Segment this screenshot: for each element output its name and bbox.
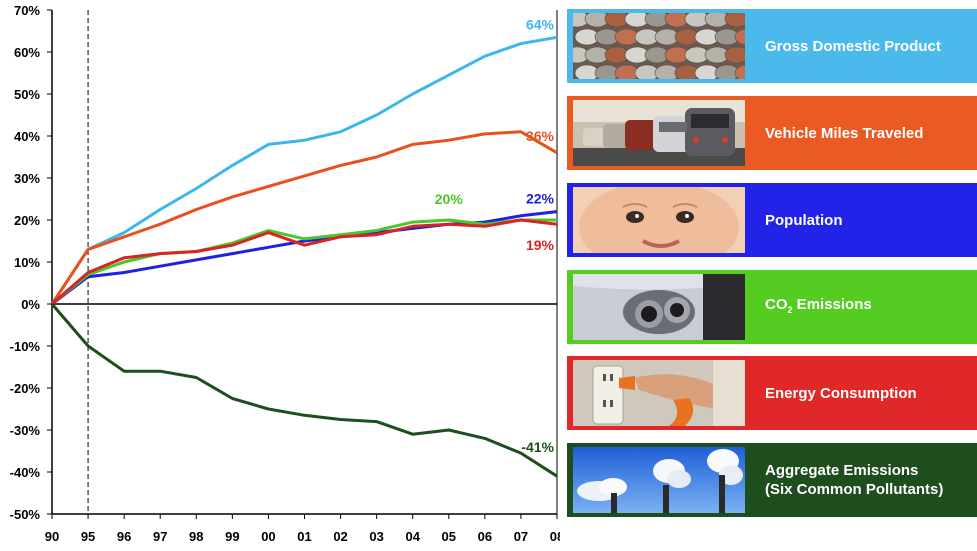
y-tick-label: -20% <box>10 381 41 396</box>
axes: 70% 60% 50% 40% 30% 20% 10% 0% -10% -20% -30% -40% -… <box>10 3 560 544</box>
x-tick-label: 96 <box>117 529 131 544</box>
series-line <box>51 218 557 306</box>
x-tick-label: 98 <box>189 529 203 544</box>
smokestacks-photo <box>573 447 745 513</box>
x-tick-label: 03 <box>369 529 383 544</box>
x-tick-label: 05 <box>442 529 456 544</box>
end-label: -41% <box>521 439 554 455</box>
legend-label-vmt: Vehicle Miles Traveled <box>765 124 924 142</box>
end-labels: 64% 36% 22% 20% 19% -41% <box>435 16 555 455</box>
x-tick-label: 90 <box>45 529 59 544</box>
legend-label-co2: CO2 Emissions <box>765 295 872 315</box>
y-tick-label: 20% <box>14 213 40 228</box>
y-tick-label: -40% <box>10 465 41 480</box>
legend-co2: CO2 Emissions <box>567 270 977 344</box>
exhaust-photo <box>573 274 745 340</box>
legend-energy: Energy Consumption <box>567 356 977 430</box>
legend-label-aggregate: Aggregate Emissions (Six Common Pollutant… <box>765 462 944 498</box>
emissions-chart: 70% 60% 50% 40% 30% 20% 10% 0% -10% -20% -30% -40% -… <box>10 3 560 544</box>
x-tick-label: 08 <box>550 529 560 544</box>
baby-photo <box>573 187 745 253</box>
legend-gdp: Gross Domestic Product <box>567 9 977 83</box>
x-tick-label: 02 <box>333 529 347 544</box>
y-tick-label: 0% <box>21 297 40 312</box>
y-tick-label: 40% <box>14 129 40 144</box>
y-tick-label: -30% <box>10 423 41 438</box>
legend-vmt: Vehicle Miles Traveled <box>567 96 977 170</box>
series-line <box>50 303 558 478</box>
y-tick-label: 50% <box>14 87 40 102</box>
legend-label-energy: Energy Consumption <box>765 384 917 402</box>
x-tick-label: 00 <box>261 529 275 544</box>
x-tick-label: 97 <box>153 529 167 544</box>
legend-population: Population <box>567 183 977 257</box>
end-label: 22% <box>526 191 555 207</box>
end-label: 20% <box>435 191 464 207</box>
legend-aggregate: Aggregate Emissions (Six Common Pollutant… <box>567 443 977 517</box>
x-tick-label: 06 <box>478 529 492 544</box>
x-tick-label: 95 <box>81 529 95 544</box>
y-tick-label: -50% <box>10 507 41 522</box>
y-tick-label: 70% <box>14 3 40 18</box>
end-label: 19% <box>526 237 555 253</box>
y-tick-label: 30% <box>14 171 40 186</box>
series-lines <box>50 35 558 478</box>
x-tick-label: 99 <box>225 529 239 544</box>
legend-label-population: Population <box>765 211 843 229</box>
series-line <box>51 218 558 306</box>
y-tick-label: -10% <box>10 339 41 354</box>
traffic-photo <box>573 100 745 166</box>
x-tick-label: 04 <box>405 529 420 544</box>
series-line <box>50 35 558 305</box>
series-line <box>50 130 558 305</box>
plug-photo <box>573 360 745 426</box>
end-label: 36% <box>526 128 555 144</box>
y-tick-label: 60% <box>14 45 40 60</box>
x-tick-label: 01 <box>297 529 311 544</box>
x-tick-label: 07 <box>514 529 528 544</box>
end-label: 64% <box>526 16 555 32</box>
y-tick-label: 10% <box>14 255 40 270</box>
coins-photo <box>573 13 745 79</box>
legend-label-gdp: Gross Domestic Product <box>765 37 941 55</box>
